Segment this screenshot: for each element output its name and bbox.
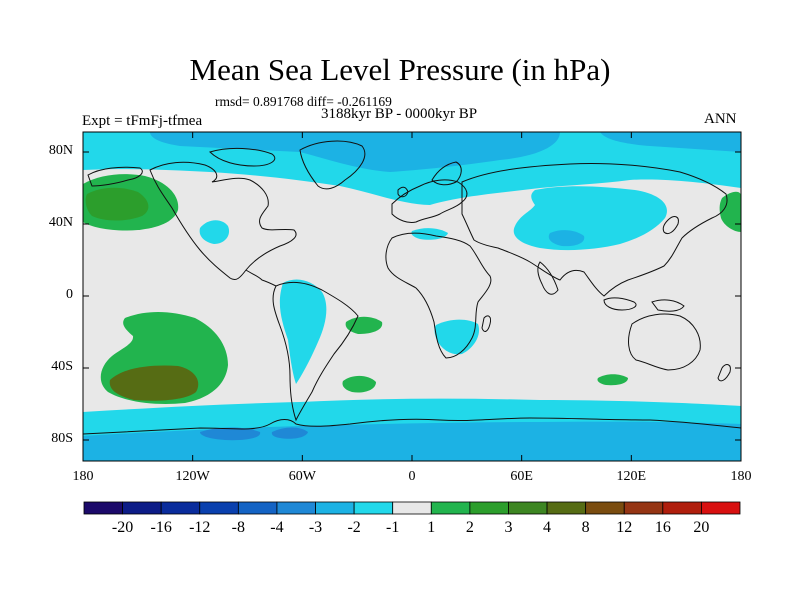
lat-tick-label: 40S bbox=[51, 359, 73, 374]
coastline-central-america bbox=[245, 269, 277, 287]
arctic-negative-core-b bbox=[600, 132, 741, 152]
experiment-label: Expt = tFmFj-tfmea bbox=[82, 113, 203, 129]
arctic-negative-core-a bbox=[150, 132, 560, 172]
coastline-alaska bbox=[87, 166, 143, 187]
rmsd-diff-stats: rmsd= 0.891768 diff= -0.261169 bbox=[215, 94, 392, 109]
season-label: ANN bbox=[704, 111, 737, 127]
coastline-new-zealand bbox=[717, 364, 731, 382]
coastlines bbox=[83, 140, 741, 435]
axis-ticks bbox=[82, 132, 742, 461]
colorbar-swatch bbox=[276, 501, 316, 515]
colorbar bbox=[83, 501, 741, 515]
colorbar-swatch bbox=[392, 501, 432, 515]
coastline-new-guinea bbox=[651, 299, 685, 312]
lon-tick-label: 180 bbox=[72, 469, 94, 484]
coastline-india bbox=[537, 261, 559, 295]
colorbar-label: -1 bbox=[386, 519, 400, 536]
lon-tick-label: 180 bbox=[730, 469, 752, 484]
coastline-scandinavia bbox=[431, 161, 462, 186]
colorbar-label: 16 bbox=[654, 519, 671, 536]
colorbar-label: 12 bbox=[616, 519, 633, 536]
north-america-negative bbox=[199, 220, 230, 244]
lon-tick-label: 120E bbox=[616, 469, 647, 484]
colorbar-swatch bbox=[623, 501, 664, 515]
colorbar-label: -2 bbox=[347, 519, 361, 536]
south-pacific-positive-core bbox=[109, 365, 199, 401]
colorbar-swatch bbox=[508, 501, 548, 515]
coastline-north-america bbox=[149, 161, 297, 281]
colorbar-swatch bbox=[585, 501, 625, 515]
south-atlantic-positive bbox=[345, 316, 383, 334]
colorbar-label: -16 bbox=[150, 519, 172, 536]
coastline-greenland bbox=[299, 140, 366, 190]
coastline-british-isles bbox=[397, 186, 409, 198]
colorbar-label: 4 bbox=[543, 519, 552, 536]
southern-africa-negative bbox=[434, 319, 480, 355]
amundsen-sea-negative-core bbox=[200, 427, 261, 441]
southern-atlantic-positive bbox=[342, 375, 376, 393]
colorbar-swatch bbox=[83, 501, 123, 515]
lat-tick-label: 80S bbox=[51, 431, 73, 446]
colorbar-label: 8 bbox=[581, 519, 590, 536]
colorbar-swatch bbox=[430, 501, 471, 515]
south-america-negative bbox=[279, 279, 327, 384]
colorbar-swatch bbox=[469, 501, 509, 515]
map-title: Mean Sea Level Pressure (in hPa) bbox=[189, 52, 611, 87]
lon-tick-label: 120W bbox=[175, 469, 210, 484]
colorbar-swatch bbox=[122, 501, 162, 515]
coastline-canadian-arctic bbox=[209, 147, 276, 167]
colorbar-swatch bbox=[701, 501, 741, 515]
colorbar-swatch bbox=[353, 501, 394, 515]
lon-tick-label: 60E bbox=[510, 469, 533, 484]
colorbar-label: 20 bbox=[693, 519, 710, 536]
lat-tick-label: 0 bbox=[66, 287, 73, 302]
coastline-madagascar bbox=[481, 315, 491, 332]
colorbar-label: -3 bbox=[308, 519, 323, 536]
colorbar-label: -12 bbox=[189, 519, 211, 536]
asia-negative-core bbox=[548, 230, 585, 247]
north-pacific-positive-core bbox=[85, 187, 149, 221]
indian-ocean-positive bbox=[597, 374, 628, 386]
coastline-southeast-asia-islands bbox=[603, 297, 637, 311]
weddell-sea-negative-core bbox=[271, 427, 308, 439]
lon-tick-label: 60W bbox=[288, 469, 316, 484]
coastline-africa bbox=[385, 232, 492, 359]
coastline-australia bbox=[628, 313, 701, 371]
lat-tick-label: 80N bbox=[48, 143, 73, 158]
colorbar-swatch bbox=[160, 501, 201, 515]
colorbar-label: 1 bbox=[427, 519, 436, 536]
lon-tick-label: 0 bbox=[408, 469, 416, 484]
colorbar-swatch bbox=[546, 501, 587, 515]
coastline-japan bbox=[662, 216, 679, 235]
coastline-antarctica bbox=[83, 417, 741, 435]
colorbar-swatch bbox=[315, 501, 355, 515]
colorbar-swatch bbox=[237, 501, 278, 515]
colorbar-label: -4 bbox=[270, 519, 284, 536]
northwest-pacific-positive bbox=[719, 191, 741, 232]
colorbar-label: -20 bbox=[111, 519, 134, 536]
colorbar-label: -8 bbox=[231, 519, 246, 536]
colorbar-label: 3 bbox=[504, 519, 513, 536]
colorbar-swatch bbox=[199, 501, 239, 515]
coastline-south-america bbox=[272, 282, 359, 422]
colorbar-label: 2 bbox=[465, 519, 474, 536]
lat-tick-label: 40N bbox=[48, 215, 73, 230]
time-period-label: 3188kyr BP - 0000kyr BP bbox=[321, 106, 478, 122]
colorbar-swatch bbox=[662, 501, 702, 515]
coastline-asia bbox=[461, 162, 728, 297]
